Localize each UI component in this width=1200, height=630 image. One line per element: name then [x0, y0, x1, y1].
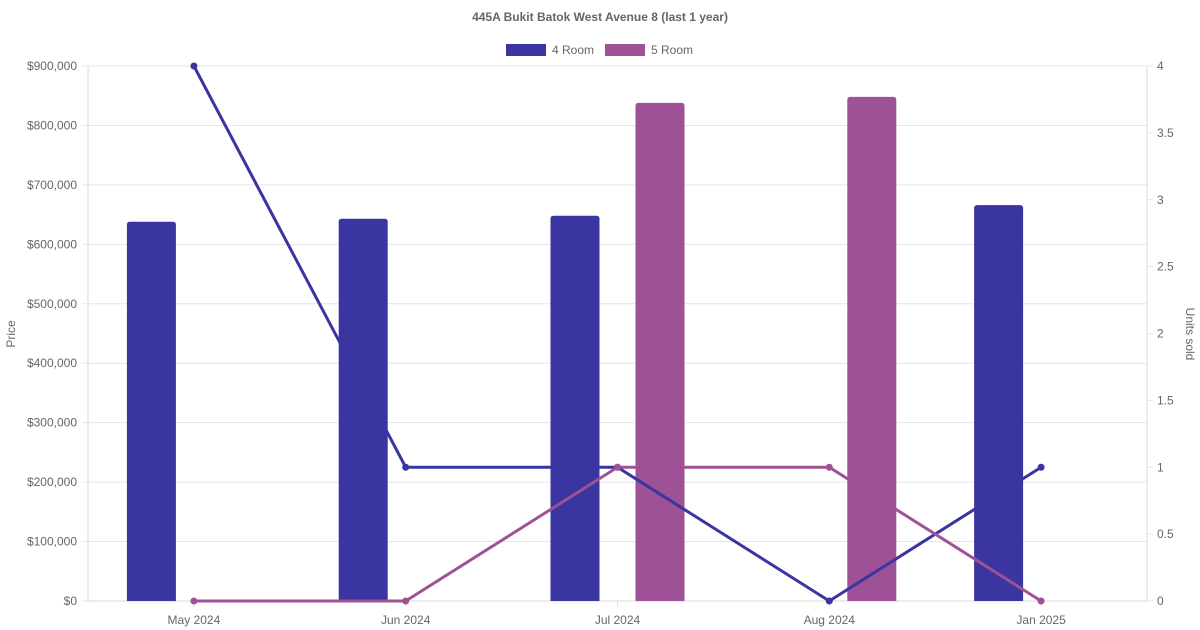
- left-axis-title: Price: [4, 320, 18, 348]
- legend-swatch-4-room: [506, 44, 546, 56]
- left-tick-label: $800,000: [27, 118, 77, 132]
- bar-4-room[interactable]: [338, 218, 388, 601]
- right-tick-label: 2: [1157, 327, 1164, 341]
- x-tick-label: Aug 2024: [804, 613, 856, 627]
- right-tick-label: 3: [1157, 193, 1164, 207]
- left-tick-label: $300,000: [27, 416, 77, 430]
- right-tick-label: 4: [1157, 59, 1164, 73]
- x-tick-label: Jul 2024: [595, 613, 641, 627]
- legend-item-4-room[interactable]: 4 Room: [506, 43, 594, 57]
- bars: [126, 96, 1024, 602]
- chart-title: 445A Bukit Batok West Avenue 8 (last 1 y…: [472, 10, 728, 24]
- legend-item-5-room[interactable]: 5 Room: [605, 43, 693, 57]
- units-point-5-room[interactable]: [402, 597, 410, 605]
- left-tick-label: $100,000: [27, 535, 77, 549]
- lines: [190, 62, 1045, 605]
- legend-label-5-room: 5 Room: [651, 43, 693, 57]
- units-point-5-room[interactable]: [825, 463, 833, 471]
- left-tick-label: $0: [64, 594, 78, 608]
- right-axis-ticks: 0 0.5 1 1.5 2 2.5 3 3.5 4: [1157, 59, 1174, 608]
- x-tick-label: May 2024: [168, 613, 221, 627]
- bar-5-room[interactable]: [847, 96, 897, 602]
- right-tick-label: 1.5: [1157, 393, 1174, 407]
- right-tick-label: 1: [1157, 460, 1164, 474]
- units-line-5-room: [193, 465, 1042, 603]
- bar-4-room[interactable]: [126, 221, 176, 601]
- bar-5-room[interactable]: [635, 102, 685, 601]
- right-tick-label: 0.5: [1157, 527, 1174, 541]
- units-point-5-room[interactable]: [190, 597, 198, 605]
- x-axis-ticks: May 2024 Jun 2024 Jul 2024 Aug 2024 Jan 2025: [168, 613, 1067, 627]
- left-tick-label: $900,000: [27, 59, 77, 73]
- legend-label-4-room: 4 Room: [552, 43, 594, 57]
- bar-4-room[interactable]: [974, 205, 1024, 601]
- units-point-4-room[interactable]: [1037, 463, 1045, 471]
- left-tick-label: $500,000: [27, 297, 77, 311]
- right-axis-title: Units sold: [1183, 308, 1197, 361]
- gridlines: [82, 65, 1153, 607]
- units-point-4-room[interactable]: [825, 597, 833, 605]
- left-tick-label: $200,000: [27, 475, 77, 489]
- right-tick-label: 2.5: [1157, 260, 1174, 274]
- units-point-5-room[interactable]: [614, 463, 621, 471]
- left-tick-label: $400,000: [27, 356, 77, 370]
- legend-swatch-5-room: [605, 44, 645, 56]
- legend: 4 Room 5 Room: [506, 43, 693, 57]
- units-point-5-room[interactable]: [1037, 597, 1045, 605]
- x-tick-label: Jan 2025: [1016, 613, 1066, 627]
- left-axis-ticks: $0 $100,000 $200,000 $300,000 $400,000 $500,0…: [27, 59, 77, 608]
- x-tick-label: Jun 2024: [381, 613, 431, 627]
- left-tick-label: $600,000: [27, 237, 77, 251]
- right-tick-label: 0: [1157, 594, 1164, 608]
- right-tick-label: 3.5: [1157, 126, 1174, 140]
- bar-4-room[interactable]: [550, 215, 600, 602]
- left-tick-label: $700,000: [27, 178, 77, 192]
- units-point-4-room[interactable]: [402, 463, 410, 471]
- units-point-4-room[interactable]: [190, 62, 198, 70]
